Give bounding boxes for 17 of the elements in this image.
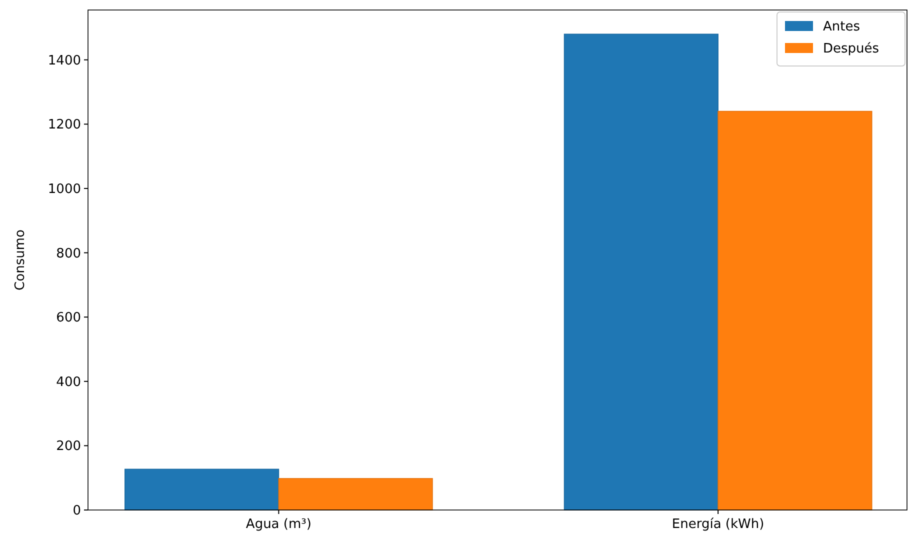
y-tick-label: 200 bbox=[56, 439, 81, 454]
legend-label: Antes bbox=[823, 20, 860, 35]
y-tick-label: 1400 bbox=[48, 53, 81, 68]
legend-label: Después bbox=[823, 42, 880, 57]
y-tick-label: 0 bbox=[72, 504, 81, 519]
y-tick-label: 800 bbox=[56, 246, 81, 262]
bar bbox=[278, 478, 433, 510]
y-tick-label: 600 bbox=[56, 310, 81, 326]
y-tick-label: 400 bbox=[56, 374, 81, 390]
x-tick-label: Agua (m³) bbox=[246, 517, 312, 532]
y-tick-label: 1200 bbox=[48, 118, 81, 133]
bar bbox=[564, 34, 718, 510]
bar bbox=[124, 468, 280, 510]
y-tick-label: 1000 bbox=[48, 182, 81, 198]
x-tick-label: Energía (kWh) bbox=[672, 517, 764, 532]
bar bbox=[718, 110, 872, 510]
y-axis-title: Consumo bbox=[13, 230, 28, 290]
